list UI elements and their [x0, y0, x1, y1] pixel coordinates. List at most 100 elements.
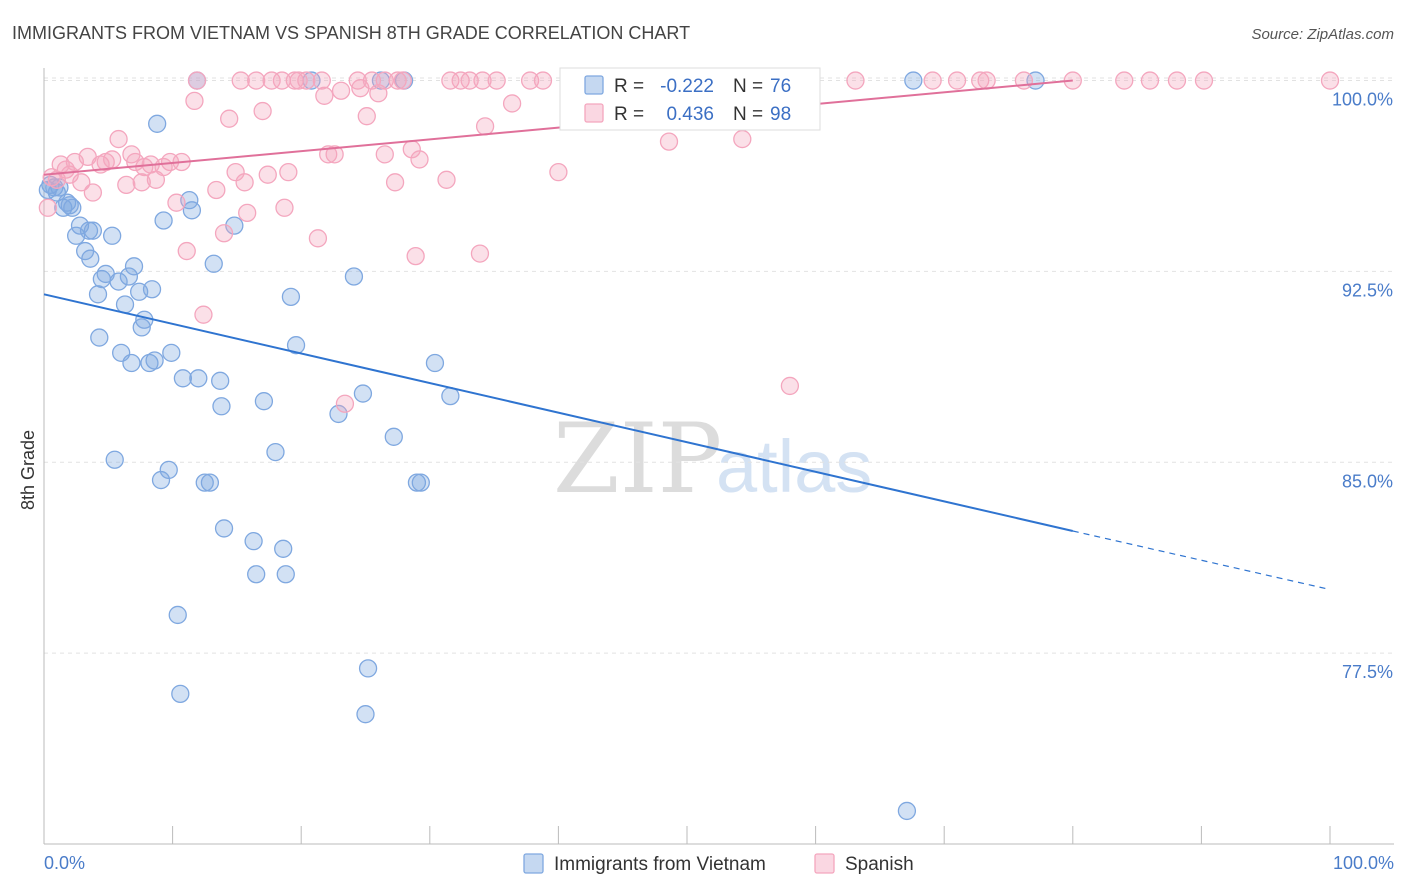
point-spanish: [1194, 71, 1214, 90]
point-spanish: [289, 71, 308, 90]
point-spanish: [117, 175, 136, 195]
point-vietnam: [63, 198, 82, 217]
point-spanish: [502, 94, 522, 113]
point-vietnam: [897, 801, 917, 821]
point-vietnam: [159, 460, 178, 480]
ticks: 100.0% 92.5% 85.0% 77.5% 0.0% 100.0%: [43, 90, 1394, 873]
point-spanish: [977, 71, 996, 90]
point-spanish: [132, 173, 151, 192]
point-vietnam: [214, 519, 234, 538]
point-vietnam: [384, 427, 403, 446]
series-legend: Immigrants from Vietnam Spanish: [523, 853, 914, 875]
point-spanish: [72, 173, 91, 192]
point-spanish: [487, 71, 506, 90]
point-spanish: [187, 71, 207, 90]
point-vietnam: [124, 257, 144, 276]
point-vietnam: [195, 473, 214, 492]
point-vietnam: [411, 473, 430, 492]
stats-legend-n-label-spanish: N =: [733, 104, 763, 125]
point-vietnam: [353, 384, 373, 403]
point-spanish: [357, 107, 376, 126]
point-spanish: [312, 71, 331, 90]
point-spanish: [177, 241, 196, 261]
point-spanish: [923, 71, 942, 90]
x-tick-label: 100.0%: [1333, 853, 1394, 873]
stats-legend-n-value-spanish: 98: [770, 104, 791, 125]
point-spanish: [375, 71, 394, 90]
point-vietnam: [344, 267, 364, 286]
point-spanish: [253, 101, 272, 121]
stats-legend-r-label-vietnam: R =: [614, 76, 644, 97]
point-vietnam: [286, 336, 306, 355]
point-spanish: [1167, 71, 1187, 90]
point-spanish: [315, 86, 334, 105]
point-vietnam: [247, 565, 266, 584]
trend-line-vietnam-extension: [1072, 530, 1331, 591]
point-spanish: [780, 376, 800, 396]
point-vietnam: [168, 605, 187, 625]
point-spanish: [185, 91, 204, 111]
point-spanish: [103, 150, 122, 169]
point-spanish: [549, 163, 568, 182]
point-vietnam: [83, 221, 103, 240]
y-tick-label: 100.0%: [1332, 90, 1393, 110]
point-spanish: [38, 198, 58, 217]
data-points: [38, 71, 1340, 821]
point-vietnam: [173, 369, 193, 388]
point-vietnam: [276, 565, 295, 584]
point-vietnam: [81, 249, 100, 268]
point-spanish: [846, 71, 865, 90]
point-spanish: [238, 203, 257, 223]
y-tick-label: 92.5%: [1342, 280, 1393, 300]
x-tick-label: 0.0%: [44, 853, 85, 873]
point-vietnam: [281, 287, 301, 307]
trend-line-vietnam: [43, 293, 1074, 532]
point-spanish: [475, 117, 495, 136]
point-spanish: [441, 71, 460, 90]
point-spanish: [335, 394, 355, 413]
chart-source: Source: ZipAtlas.com: [1251, 26, 1394, 43]
point-vietnam: [274, 539, 293, 558]
point-vietnam: [90, 328, 109, 347]
stats-legend-r-label-spanish: R =: [614, 104, 644, 125]
y-axis-label: 8th Grade: [18, 430, 38, 510]
point-spanish: [308, 229, 328, 248]
point-spanish: [231, 71, 250, 90]
point-vietnam: [57, 193, 77, 212]
point-spanish: [207, 180, 226, 200]
legend-label-vietnam: Immigrants from Vietnam: [554, 854, 766, 875]
point-spanish: [279, 163, 298, 182]
point-vietnam: [115, 295, 135, 314]
point-vietnam: [358, 659, 378, 678]
chart-title: IMMIGRANTS FROM VIETNAM VS SPANISH 8TH G…: [12, 23, 690, 43]
point-vietnam: [171, 684, 190, 704]
point-spanish: [83, 183, 103, 202]
y-tick-label: 77.5%: [1342, 662, 1393, 682]
stats-legend-r-value-spanish: 0.436: [666, 104, 714, 125]
trend-line-spanish: [43, 79, 1073, 176]
point-vietnam: [266, 442, 285, 462]
point-spanish: [1140, 71, 1160, 90]
point-vietnam: [88, 285, 108, 304]
point-spanish: [388, 71, 407, 90]
point-spanish: [325, 145, 344, 164]
point-spanish: [226, 163, 245, 182]
point-vietnam: [142, 280, 162, 299]
point-spanish: [733, 129, 752, 149]
point-spanish: [275, 198, 294, 217]
point-vietnam: [200, 473, 220, 492]
legend-swatch-vietnam: [523, 853, 544, 874]
trend-lines: [43, 79, 1331, 591]
point-spanish: [437, 170, 456, 189]
watermark-zip: ZIP: [553, 403, 722, 515]
point-vietnam: [244, 532, 263, 551]
stats-legend-n-value-vietnam: 76: [770, 76, 791, 97]
point-spanish: [297, 71, 316, 90]
point-spanish: [470, 244, 490, 263]
point-spanish: [375, 145, 394, 164]
y-tick-label: 85.0%: [1342, 471, 1393, 491]
point-vietnam: [162, 343, 181, 362]
point-spanish: [947, 71, 967, 90]
point-vietnam: [425, 353, 445, 373]
stats-legend: R = -0.222 N = 76 R = 0.436 N = 98: [559, 67, 821, 131]
